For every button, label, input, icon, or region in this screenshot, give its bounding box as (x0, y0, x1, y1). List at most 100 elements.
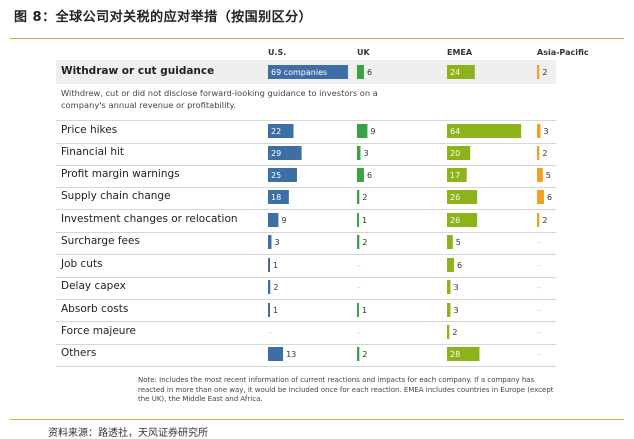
bar-value-label: 26 (450, 193, 460, 202)
bar-value-label: 1 (362, 306, 367, 315)
bar-u-s- (268, 124, 294, 138)
guidance-description: Withdrew, cut or did not disclose forwar… (61, 88, 378, 110)
bar-uk (357, 303, 359, 317)
bar-emea (447, 347, 480, 361)
row-label: Supply chain change (61, 190, 171, 202)
bar-emea (447, 190, 478, 204)
missing-marker: – (537, 283, 541, 292)
bar-emea (447, 124, 522, 138)
bar-value-label: 13 (286, 350, 296, 359)
bar-asia-pacific (537, 168, 543, 182)
bar-uk (357, 124, 368, 138)
column-header-2: EMEA (447, 48, 473, 57)
missing-marker: – (537, 306, 541, 315)
column-header-0: U.S. (268, 48, 287, 57)
bar-uk (357, 146, 361, 160)
bar-value-label: 5 (546, 171, 551, 180)
missing-marker: – (537, 238, 541, 247)
bar-value-label: 6 (367, 68, 372, 77)
bar-value-label: 3 (274, 238, 279, 247)
bar-uk (357, 65, 364, 79)
missing-marker: – (268, 328, 272, 337)
bar-u-s- (268, 146, 302, 160)
bar-value-label: 2 (362, 238, 367, 247)
bar-value-label: 1 (273, 261, 278, 270)
bar-emea (447, 146, 471, 160)
bar-value-label: 25 (271, 171, 281, 180)
missing-marker: – (357, 328, 361, 337)
bar-emea (447, 213, 478, 227)
bar-value-label: 6 (367, 171, 372, 180)
column-header-1: UK (357, 48, 370, 57)
bar-value-label: 17 (450, 171, 460, 180)
bar-u-s- (268, 347, 284, 361)
bar-value-label: 5 (456, 238, 461, 247)
missing-marker: – (537, 328, 541, 337)
row-separator (56, 254, 556, 255)
row-label: Others (61, 347, 97, 359)
bar-value-label: 6 (457, 261, 462, 270)
bar-value-label: 6 (547, 193, 552, 202)
bar-value-label: 2 (273, 283, 278, 292)
bar-value-label: 18 (271, 193, 281, 202)
bar-asia-pacific (537, 190, 544, 204)
bar-value-label: 24 (450, 68, 460, 77)
bar-uk (357, 235, 360, 249)
bar-u-s- (268, 303, 270, 317)
bar-value-label: 3 (363, 149, 368, 158)
bar-u-s- (268, 213, 279, 227)
bar-value-label: 69 companies (271, 68, 327, 77)
row-label: Withdraw or cut guidance (61, 65, 215, 77)
row-label: Financial hit (61, 146, 125, 158)
bar-emea (447, 168, 467, 182)
bar-uk (357, 190, 360, 204)
row-label: Job cuts (61, 258, 103, 270)
row-separator (56, 187, 556, 188)
row-separator (56, 232, 556, 233)
row-label: Profit margin warnings (61, 168, 180, 180)
bar-uk (357, 347, 360, 361)
bar-value-label: 9 (370, 127, 375, 136)
bar-emea (447, 258, 454, 272)
bar-value-label: 26 (450, 216, 460, 225)
bar-value-label: 22 (271, 127, 281, 136)
bar-value-label: 64 (450, 127, 460, 136)
title-divider (10, 38, 624, 39)
bar-emea (447, 303, 451, 317)
bar-value-label: 1 (362, 216, 367, 225)
row-label: Investment changes or relocation (61, 213, 238, 225)
missing-marker: – (537, 350, 541, 359)
bar-value-label: 3 (453, 283, 458, 292)
bar-u-s- (268, 190, 289, 204)
bar-value-label: 20 (450, 149, 460, 158)
bar-u-s- (268, 235, 272, 249)
bar-value-label: 3 (453, 306, 458, 315)
bar-asia-pacific (537, 146, 540, 160)
bar-uk (357, 168, 364, 182)
row-separator (56, 209, 556, 210)
bar-value-label: 2 (362, 350, 367, 359)
row-label: Delay capex (61, 280, 126, 292)
bar-u-s- (268, 280, 271, 294)
bar-emea (447, 280, 451, 294)
bar-value-label: 2 (452, 328, 457, 337)
bar-value-label: 29 (271, 149, 281, 158)
bar-value-label: 2 (542, 216, 547, 225)
bar-u-s- (268, 168, 297, 182)
row-separator (56, 321, 556, 322)
row-separator (56, 344, 556, 345)
bar-emea (447, 325, 450, 339)
bar-asia-pacific (537, 213, 540, 227)
row-separator (56, 366, 556, 367)
figure-title: 图 8：全球公司对关税的应对举措（按国别区分） (14, 10, 313, 25)
bar-asia-pacific (537, 124, 541, 138)
row-separator (56, 277, 556, 278)
missing-marker: – (537, 261, 541, 270)
missing-marker: – (357, 261, 361, 270)
chart-note: Note: Includes the most recent informati… (138, 376, 554, 403)
row-separator (56, 165, 556, 166)
column-header-3: Asia-Pacific (537, 48, 589, 57)
bar-value-label: 1 (273, 306, 278, 315)
bar-asia-pacific (537, 65, 540, 79)
